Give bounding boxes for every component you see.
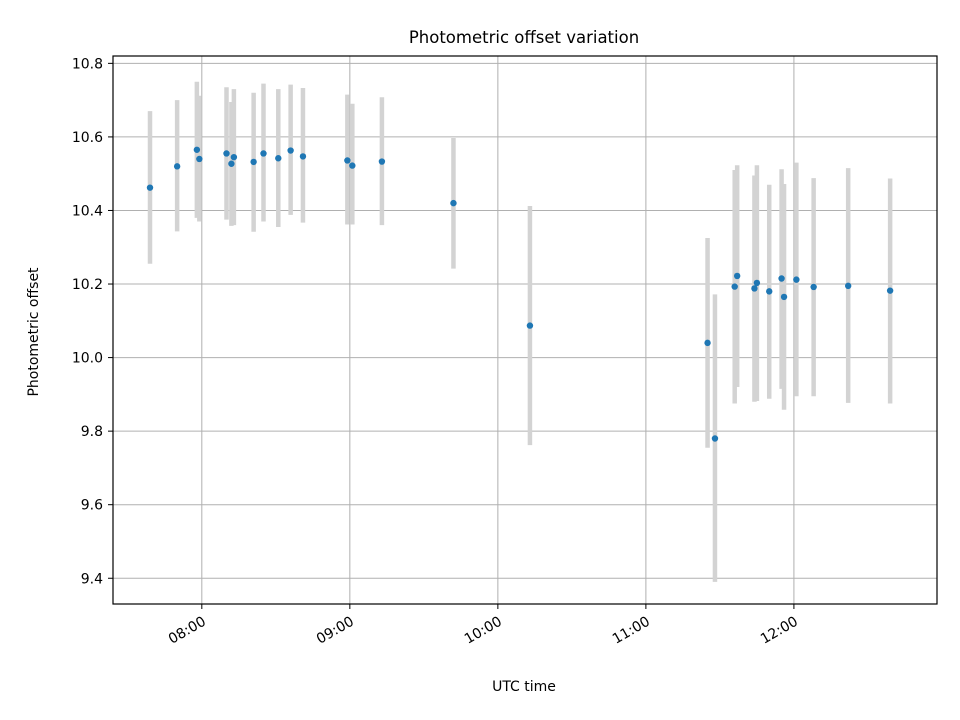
data-point [260, 150, 267, 157]
data-point [810, 283, 817, 291]
data-point [344, 157, 351, 164]
y-tick-label: 10.4 [72, 203, 103, 219]
data-point [751, 285, 758, 292]
data-point [733, 272, 741, 280]
data-point [704, 339, 711, 347]
grid-lines [113, 56, 937, 604]
data-point [378, 158, 386, 165]
data-point [844, 282, 852, 290]
data-point [287, 147, 294, 154]
data-point [526, 322, 534, 329]
y-axis-label: Photometric offset [26, 267, 42, 397]
data-point [780, 293, 788, 301]
data-points [146, 146, 894, 442]
data-point [793, 276, 800, 283]
data-point [731, 283, 738, 290]
y-tick-label: 9.8 [81, 424, 103, 440]
plot-frame [112, 55, 938, 605]
data-point [228, 160, 235, 167]
x-axis-label: UTC time [492, 679, 556, 695]
data-point [886, 287, 894, 294]
y-axis-ticks: 9.4 9.6 9.8 10.0 10.2 10.4 10.6 10.8 [72, 56, 113, 587]
y-tick-label: 10.0 [72, 351, 103, 367]
data-point [146, 184, 154, 191]
y-tick-label: 10.6 [72, 130, 103, 146]
data-point [250, 158, 257, 166]
data-point [753, 279, 761, 287]
y-tick-label: 9.6 [81, 498, 103, 514]
y-tick-label: 10.8 [72, 56, 103, 72]
data-point [230, 153, 238, 161]
data-point [299, 153, 307, 160]
y-tick-label: 9.4 [81, 571, 103, 587]
chart-title: Photometric offset variation [409, 28, 639, 47]
data-point [711, 435, 719, 442]
y-tick-label: 10.2 [72, 277, 103, 293]
data-point [778, 275, 785, 282]
data-point [450, 199, 457, 207]
data-point [275, 155, 282, 162]
data-point [193, 146, 201, 153]
data-point [196, 155, 203, 163]
data-point [766, 288, 773, 295]
data-point [173, 163, 181, 170]
data-point [223, 150, 230, 157]
data-point [349, 162, 356, 169]
